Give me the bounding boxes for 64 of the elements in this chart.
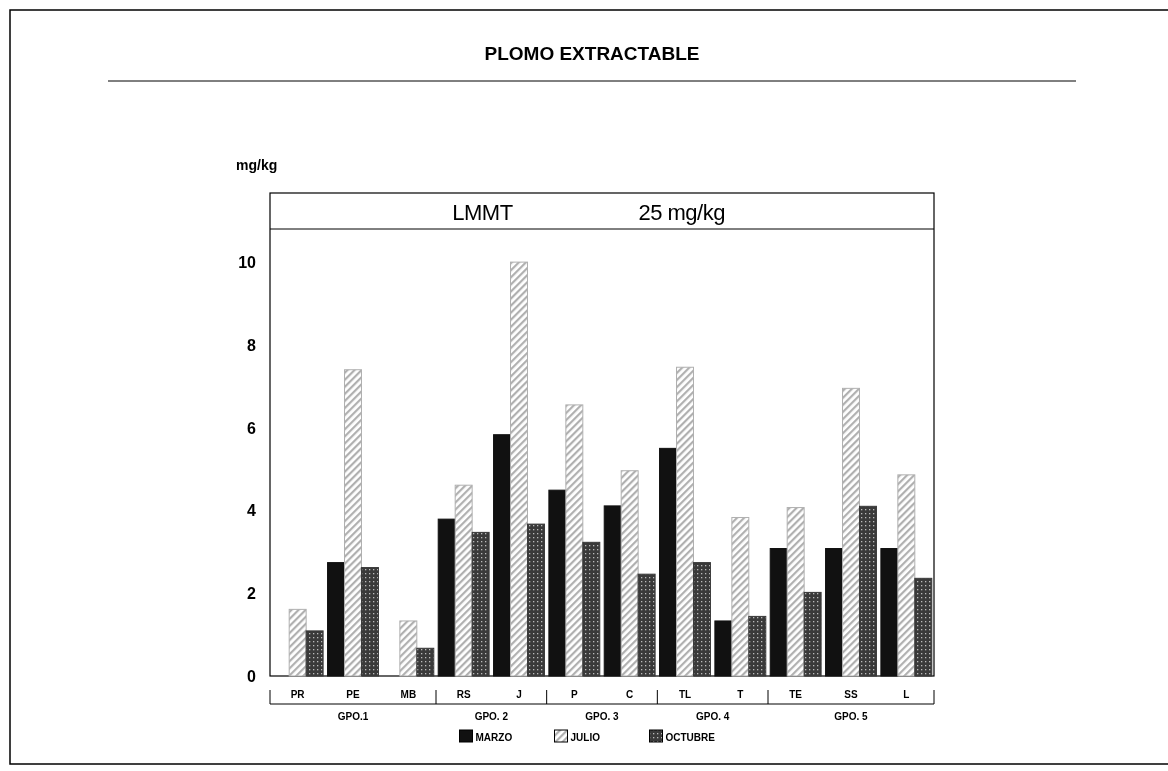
bar	[880, 548, 899, 677]
y-axis-title: mg/kg	[236, 157, 278, 173]
bar	[548, 489, 567, 677]
text: GPO. 4	[695, 711, 730, 722]
x-tick-label: TE	[789, 689, 803, 700]
bar	[510, 261, 528, 677]
text: GPO. 2	[474, 711, 509, 722]
bar	[620, 470, 639, 677]
x-tick-label: RS	[456, 689, 471, 700]
y-tick-label: 8	[247, 336, 257, 354]
x-tick-label: PR	[290, 689, 306, 700]
bar	[360, 567, 379, 677]
y-tick-label: 0	[247, 668, 257, 685]
bar	[327, 562, 346, 677]
y-tick-label: 4	[247, 502, 257, 520]
legend-label: MARZO	[475, 732, 513, 743]
bar	[769, 548, 788, 677]
bar	[493, 434, 512, 677]
y-tick-label: 6	[247, 419, 257, 437]
x-tick-label: P	[571, 689, 578, 700]
bar	[437, 518, 456, 677]
bar	[714, 620, 733, 677]
bar	[288, 608, 307, 677]
bar	[803, 591, 822, 677]
bar	[842, 387, 860, 677]
x-tick-label: TL	[678, 689, 692, 700]
text: GPO.1	[337, 711, 369, 722]
bar	[858, 505, 877, 677]
bar	[399, 620, 418, 677]
text: LMMT	[452, 200, 513, 225]
x-tick-label: PE	[346, 689, 360, 700]
bar	[582, 541, 601, 677]
bar	[637, 573, 656, 677]
x-tick-label: J	[516, 689, 522, 700]
bar	[914, 577, 933, 677]
text: GPO. 3	[585, 711, 620, 722]
y-tick-label: 10	[238, 254, 257, 272]
bar	[676, 366, 694, 677]
bar	[897, 474, 916, 677]
bar	[603, 505, 622, 677]
bar	[659, 447, 678, 677]
text: GPO. 5	[834, 711, 869, 722]
bar	[565, 404, 584, 677]
bar	[786, 507, 805, 677]
bar	[526, 523, 545, 677]
bar	[416, 647, 435, 677]
bar	[692, 562, 711, 677]
bar	[731, 516, 750, 677]
x-tick-label: L	[903, 689, 910, 700]
x-tick-label: C	[626, 689, 634, 700]
text: 25 mg/kg	[638, 200, 725, 225]
x-tick-label: SS	[844, 689, 858, 700]
bar	[344, 369, 362, 677]
y-tick-label: 2	[247, 585, 257, 603]
x-tick-label: MB	[400, 689, 417, 700]
x-tick-label: T	[737, 689, 744, 700]
bar	[825, 548, 844, 677]
bar	[748, 615, 767, 677]
bar	[471, 531, 490, 677]
legend-label: OCTUBRE	[665, 732, 716, 743]
bar	[454, 484, 473, 677]
chart-title: PLOMO EXTRACTABLE	[484, 43, 700, 64]
legend-label: JULIO	[570, 732, 601, 743]
bar	[305, 630, 324, 677]
